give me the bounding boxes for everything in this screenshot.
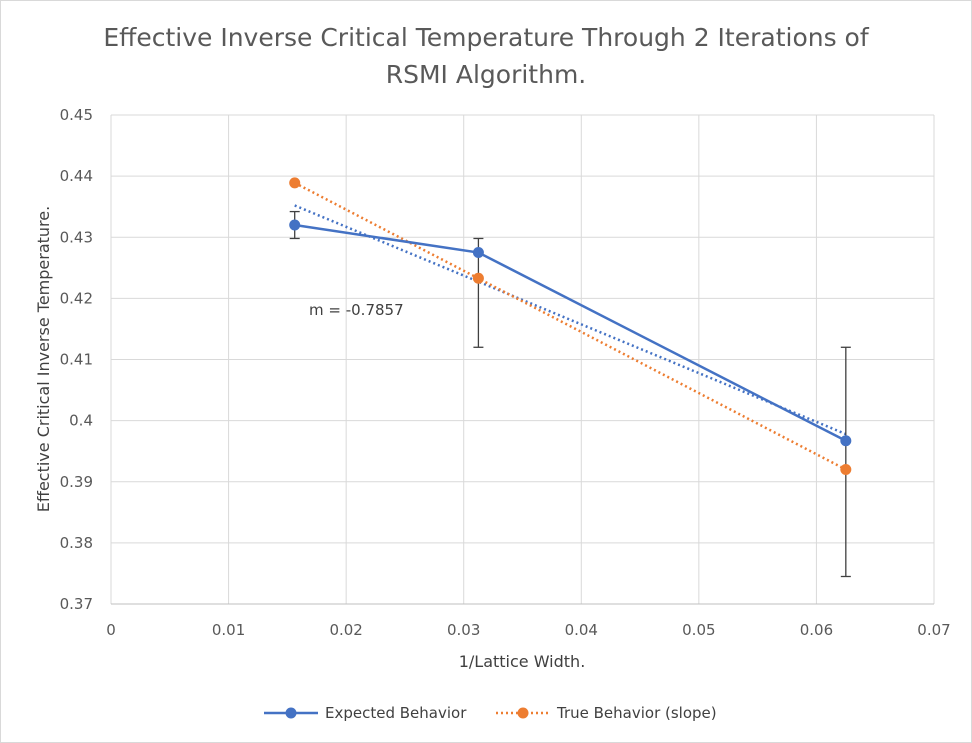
- x-tick-label: 0.03: [447, 621, 480, 639]
- x-tick-label: 0.05: [682, 621, 715, 639]
- chart-title-line-2: RSMI Algorithm.: [386, 60, 587, 89]
- x-tick-label: 0: [106, 621, 116, 639]
- series-layer: [289, 177, 852, 476]
- data-point-series-1: [840, 435, 852, 447]
- x-axis-label: 1/Lattice Width.: [459, 652, 586, 671]
- data-point-series-1: [472, 247, 484, 259]
- y-tick-label: 0.44: [60, 167, 93, 185]
- data-point-series-2: [472, 272, 484, 284]
- legend-label-1: Expected Behavior: [325, 704, 467, 722]
- grid-layer: [110, 114, 935, 605]
- data-point-series-2: [289, 177, 301, 189]
- legend-swatch-marker-1: [285, 707, 297, 719]
- trendline-layer: [294, 181, 847, 471]
- legend: Expected Behavior True Behavior (slope): [264, 704, 717, 722]
- series-line-1: [294, 223, 847, 442]
- y-tick-label: 0.38: [60, 534, 93, 552]
- y-tick-label: 0.45: [60, 106, 93, 124]
- tick-label-layer: 0.37 0.38 0.39 0.4 0.41 0.42 0.43 0.44 0.45 0 0.01…: [60, 106, 951, 639]
- chart-title-line-1: Effective Inverse Critical Temperature T…: [103, 23, 870, 52]
- x-tick-label: 0.02: [329, 621, 362, 639]
- data-point-series-1: [289, 219, 301, 231]
- legend-swatch-marker-2: [517, 707, 529, 719]
- y-tick-label: 0.39: [60, 473, 93, 491]
- y-axis-label: Effective Critical Inverse Temperature.: [34, 206, 53, 512]
- x-tick-label: 0.04: [565, 621, 598, 639]
- x-tick-label: 0.06: [800, 621, 833, 639]
- error-bar-layer: [289, 210, 851, 578]
- slope-annotation: m = -0.7857: [309, 301, 404, 319]
- x-tick-label: 0.07: [917, 621, 950, 639]
- legend-label-2: True Behavior (slope): [556, 704, 717, 722]
- y-tick-label: 0.4: [69, 412, 93, 430]
- trendline: [294, 181, 847, 471]
- data-point-series-2: [840, 464, 852, 476]
- y-tick-label: 0.42: [60, 289, 93, 307]
- y-tick-label: 0.37: [60, 595, 93, 613]
- y-tick-label: 0.41: [60, 351, 93, 369]
- x-tick-label: 0.01: [212, 621, 245, 639]
- y-tick-label: 0.43: [60, 228, 93, 246]
